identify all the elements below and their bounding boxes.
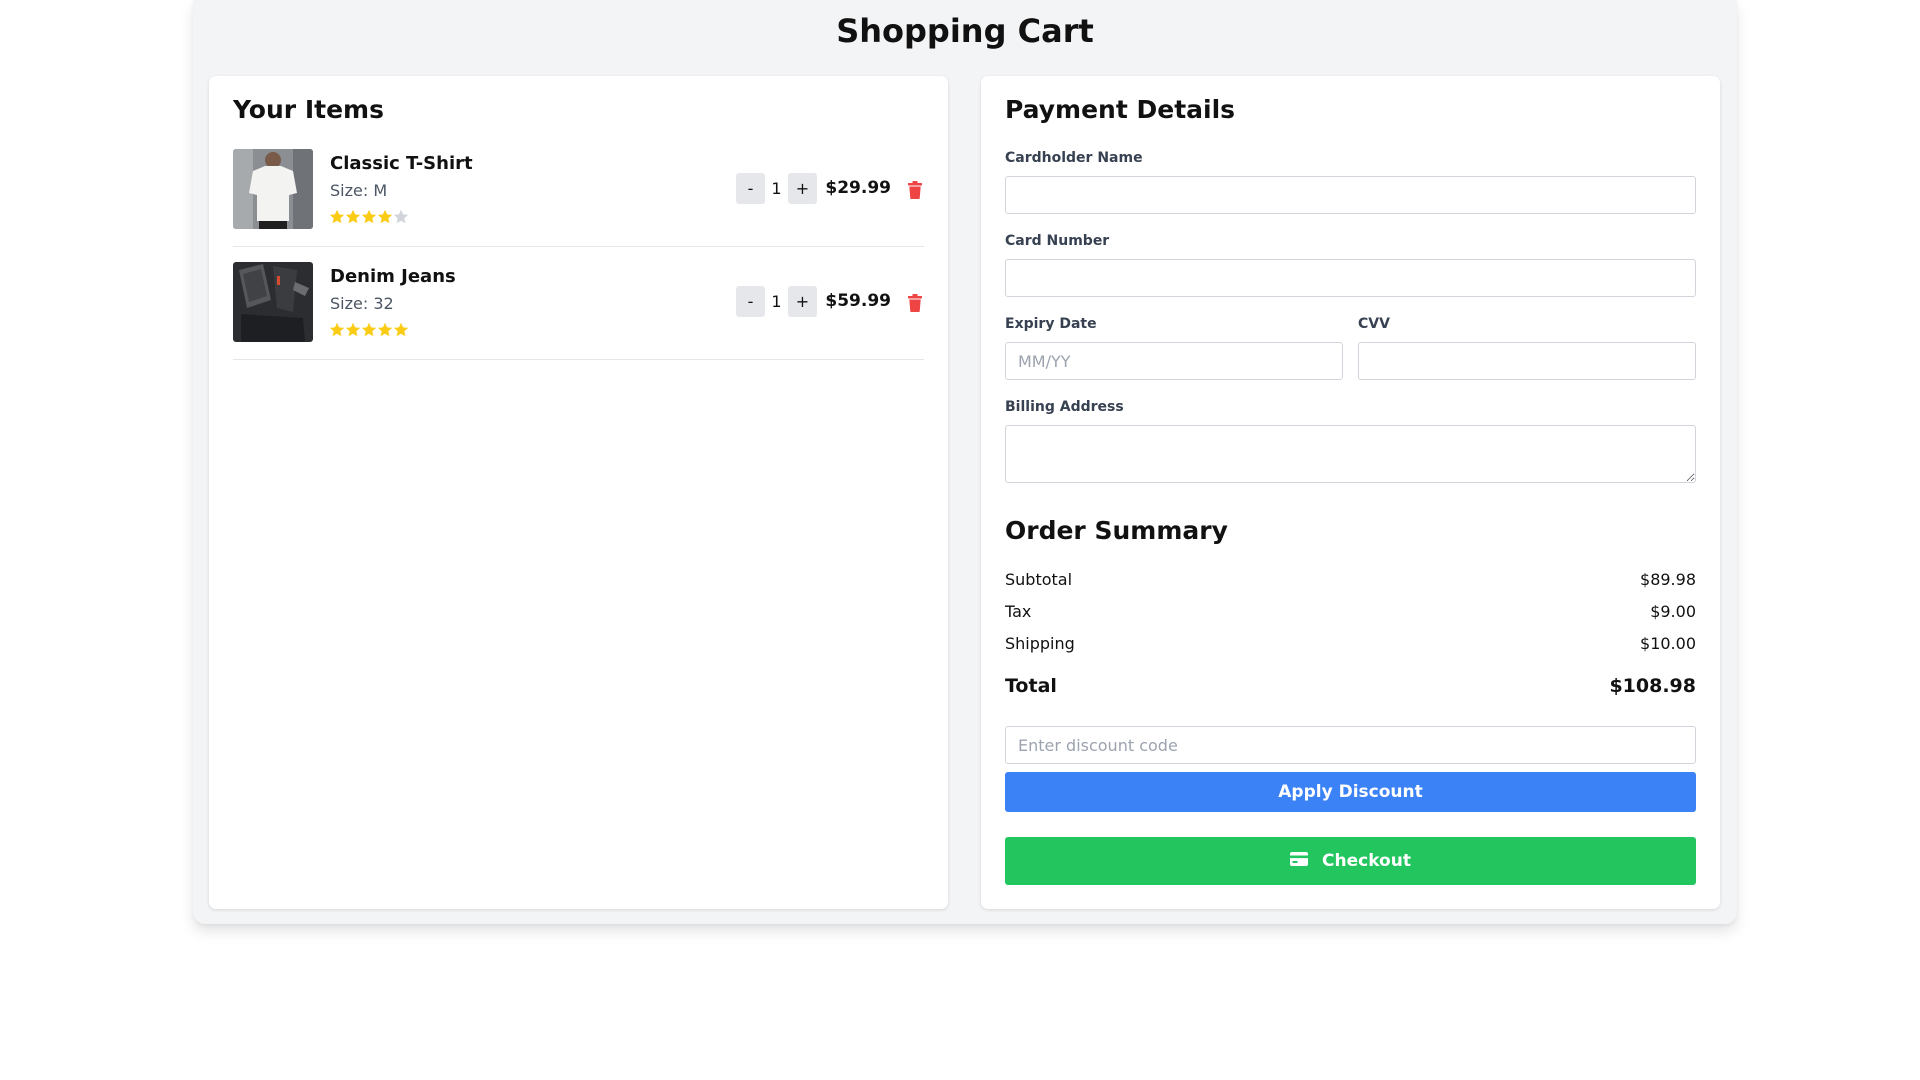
star-filled-icon [345, 209, 361, 224]
total-value: $108.98 [1609, 675, 1696, 697]
apply-discount-button[interactable]: Apply Discount [1005, 772, 1696, 812]
shipping-row: Shipping $10.00 [1005, 634, 1696, 656]
card-number-input[interactable] [1005, 259, 1696, 297]
product-image-jeans [233, 262, 313, 342]
trash-icon[interactable] [907, 294, 923, 312]
decrease-quantity-button[interactable]: - [736, 286, 765, 317]
cart-item: Classic T-Shirt Size: M - 1 + $29.99 [233, 149, 924, 247]
increase-quantity-button[interactable]: + [788, 286, 817, 317]
discount-code-input[interactable] [1005, 726, 1696, 764]
star-filled-icon [393, 322, 409, 337]
checkout-label: Checkout [1322, 851, 1411, 871]
item-name: Denim Jeans [330, 266, 456, 287]
quantity-stepper: - 1 + [736, 173, 817, 204]
item-rating [329, 322, 409, 338]
card-number-label: Card Number [1005, 233, 1110, 249]
subtotal-label: Subtotal [1005, 570, 1073, 589]
item-name: Classic T-Shirt [330, 153, 473, 174]
billing-address-label: Billing Address [1005, 399, 1124, 415]
page-title: Shopping Cart [836, 12, 1094, 50]
item-size: Size: M [330, 181, 388, 200]
item-size: Size: 32 [330, 294, 394, 313]
decrease-quantity-button[interactable]: - [736, 173, 765, 204]
product-image-tshirt [233, 149, 313, 229]
cart-app: Shopping Cart Your Items Classic T-Shirt… [193, 0, 1737, 924]
trash-icon[interactable] [907, 181, 923, 199]
quantity-stepper: - 1 + [736, 286, 817, 317]
star-filled-icon [361, 322, 377, 337]
cvv-label: CVV [1358, 316, 1390, 332]
credit-card-icon [1290, 851, 1309, 871]
star-empty-icon [393, 209, 409, 224]
expiry-label: Expiry Date [1005, 316, 1097, 332]
billing-address-input[interactable] [1005, 425, 1696, 483]
increase-quantity-button[interactable]: + [788, 173, 817, 204]
shipping-label: Shipping [1005, 634, 1075, 653]
cvv-input[interactable] [1358, 342, 1696, 380]
star-filled-icon [377, 322, 393, 337]
checkout-button[interactable]: Checkout [1005, 837, 1696, 885]
cardholder-label: Cardholder Name [1005, 150, 1143, 166]
cart-items-panel: Your Items Classic T-Shirt Size: M - 1 + [209, 76, 948, 909]
tax-row: Tax $9.00 [1005, 602, 1696, 624]
payment-heading: Payment Details [1005, 95, 1236, 124]
total-label: Total [1005, 675, 1057, 697]
cart-item: Denim Jeans Size: 32 - 1 + $59.99 [233, 262, 924, 360]
subtotal-value: $89.98 [1640, 570, 1696, 589]
expiry-date-input[interactable] [1005, 342, 1343, 380]
cardholder-name-input[interactable] [1005, 176, 1696, 214]
star-filled-icon [377, 209, 393, 224]
star-filled-icon [345, 322, 361, 337]
quantity-value: 1 [771, 292, 782, 311]
subtotal-row: Subtotal $89.98 [1005, 570, 1696, 592]
star-filled-icon [329, 209, 345, 224]
total-row: Total $108.98 [1005, 675, 1696, 697]
star-filled-icon [329, 322, 345, 337]
item-rating [329, 209, 409, 225]
payment-panel: Payment Details Cardholder Name Card Num… [981, 76, 1720, 909]
star-filled-icon [361, 209, 377, 224]
order-summary-heading: Order Summary [1005, 516, 1228, 545]
tax-value: $9.00 [1650, 602, 1696, 621]
item-price: $59.99 [825, 291, 891, 311]
cart-heading: Your Items [233, 95, 384, 124]
shipping-value: $10.00 [1640, 634, 1696, 653]
quantity-value: 1 [771, 179, 782, 198]
item-price: $29.99 [825, 178, 891, 198]
tax-label: Tax [1005, 602, 1032, 621]
